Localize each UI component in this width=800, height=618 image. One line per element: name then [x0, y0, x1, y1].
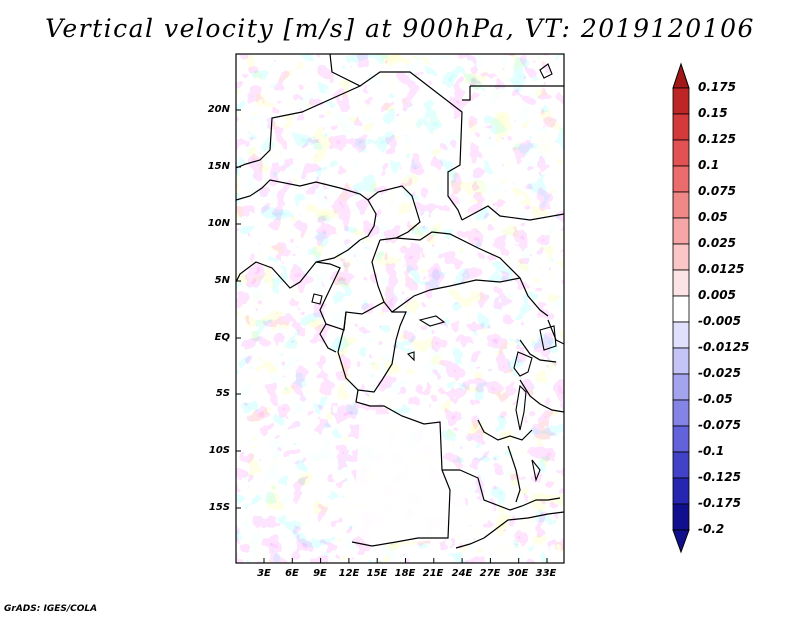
colorbar-swatch [672, 191, 690, 219]
colorbar-swatch [672, 373, 690, 401]
colorbar-label: 0.025 [698, 236, 736, 250]
lon-label: 24E [451, 568, 473, 579]
colorbar-label: -0.2 [698, 522, 725, 536]
colorbar-swatch [672, 139, 690, 167]
colorbar-label: 0.175 [698, 80, 736, 94]
lon-label: 6E [285, 568, 299, 579]
colorbar-label: -0.025 [698, 366, 741, 380]
colorbar-swatch [672, 451, 690, 479]
colorbar-label: 0.125 [698, 132, 736, 146]
lat-label: 10S [208, 445, 230, 456]
lat-label: 15N [207, 161, 230, 172]
colorbar-label: -0.0125 [698, 340, 750, 354]
footer-credit: GrADS: IGES/COLA [4, 604, 98, 614]
colorbar-top-arrow [672, 62, 690, 89]
country-borders [236, 54, 564, 549]
colorbar-label: -0.075 [698, 418, 741, 432]
lat-label: EQ [214, 332, 230, 343]
colorbar-label: -0.125 [698, 470, 741, 484]
colorbar-swatch [672, 295, 690, 323]
colorbar-label: 0.05 [698, 210, 728, 224]
colorbar-swatch [672, 347, 690, 375]
lat-label: 20N [207, 104, 230, 115]
coastline-and-lakes [311, 63, 557, 482]
lat-label: 10N [207, 218, 230, 229]
lat-label: 5N [214, 275, 230, 286]
lat-label: 15S [208, 502, 230, 513]
colorbar-swatch [672, 503, 690, 531]
colorbar-swatch [672, 399, 690, 427]
colorbar-label: -0.1 [698, 444, 725, 458]
colorbar-swatch [672, 165, 690, 193]
colorbar-swatch [672, 425, 690, 453]
lon-label: 21E [422, 568, 444, 579]
colorbar-swatch [672, 321, 690, 349]
map-frame [235, 53, 565, 564]
lon-label: 12E [338, 568, 360, 579]
colorbar-swatch [672, 87, 690, 115]
colorbar-swatch [672, 113, 690, 141]
axis-ticks [236, 109, 548, 563]
colorbar-label: 0.1 [698, 158, 720, 172]
colorbar-swatch [672, 217, 690, 245]
colorbar-swatch [672, 269, 690, 297]
colorbar-swatch [672, 477, 690, 505]
colorbar-label: 0.075 [698, 184, 736, 198]
colorbar-label: -0.005 [698, 314, 741, 328]
lon-label: 9E [313, 568, 327, 579]
lon-label: 30E [507, 568, 529, 579]
colorbar [672, 62, 690, 554]
lat-label: 5S [215, 388, 230, 399]
velocity-field [236, 54, 564, 563]
colorbar-swatch [672, 243, 690, 271]
colorbar-label: -0.05 [698, 392, 733, 406]
lon-label: 3E [257, 568, 271, 579]
lon-label: 33E [535, 568, 557, 579]
colorbar-bottom-arrow [672, 529, 690, 554]
map-title: Vertical velocity [m/s] at 900hPa, VT: 2… [45, 14, 755, 43]
lon-label: 18E [394, 568, 416, 579]
colorbar-label: 0.0125 [698, 262, 745, 276]
colorbar-label: 0.005 [698, 288, 736, 302]
colorbar-label: -0.175 [698, 496, 741, 510]
lon-label: 15E [366, 568, 388, 579]
colorbar-label: 0.15 [698, 106, 728, 120]
lon-label: 27E [479, 568, 501, 579]
